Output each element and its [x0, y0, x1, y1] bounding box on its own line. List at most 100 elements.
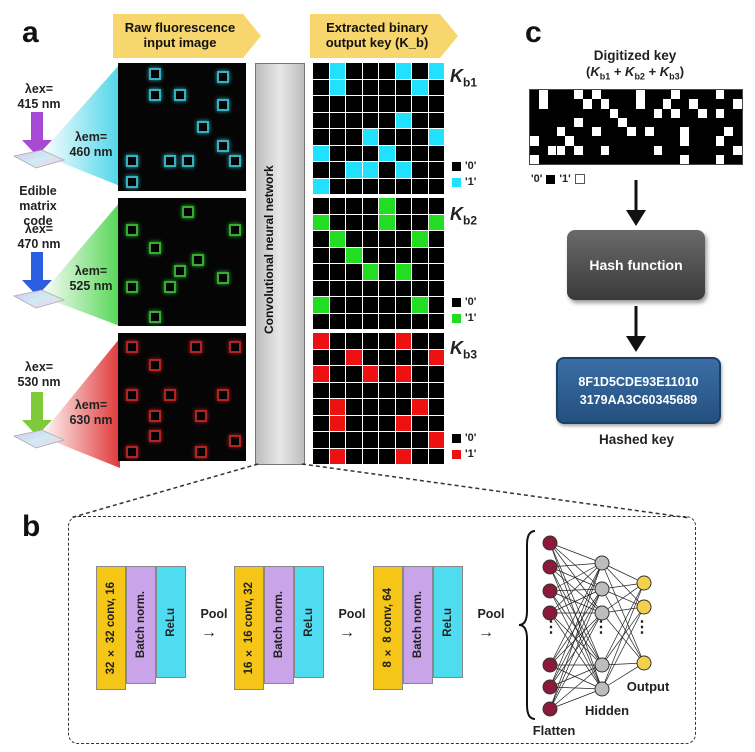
key-cell: [394, 332, 412, 350]
hash-function-box: Hash function: [567, 230, 705, 300]
key-cell: [361, 144, 379, 162]
network-edge: [549, 562, 603, 614]
key-cell: [411, 312, 429, 330]
hidden-node: [594, 581, 610, 597]
network-edge: [549, 612, 603, 710]
key-cell: [312, 246, 330, 264]
fluorescence-image-2: [118, 198, 246, 326]
digitized-bit: [591, 90, 601, 100]
key-cell: [312, 213, 330, 231]
key-cell: [328, 78, 346, 96]
fluorescent-dot: [148, 241, 161, 254]
digitized-bit: [574, 90, 583, 100]
key-cell: [345, 414, 363, 432]
network-edge: [549, 542, 603, 590]
key-cell: [328, 263, 346, 281]
network-edge: [601, 562, 645, 608]
key-cell: [312, 279, 330, 297]
key-cell: [427, 128, 445, 146]
key-cell: [345, 296, 363, 314]
network-edge: [549, 686, 603, 690]
key-cell: [328, 332, 346, 350]
key-cell: [312, 128, 330, 146]
relu-layer: ReLu: [294, 566, 324, 678]
key-cell: [312, 348, 330, 366]
hash-value-line-2: 3179AA3C60345689: [579, 392, 698, 407]
conv-layer-label: 8 × 8 conv, 64: [382, 588, 394, 668]
cnn-label: Convolutional neural network: [262, 165, 276, 335]
flatten-node: [542, 605, 558, 621]
key-cell: [378, 431, 396, 449]
fluorescent-dot: [229, 223, 242, 236]
key-cell: [345, 279, 363, 297]
key-cell: [394, 161, 412, 179]
key-cell: [427, 279, 445, 297]
network-edge: [549, 588, 603, 614]
hidden-node: [594, 555, 610, 571]
key-cell: [328, 431, 346, 449]
network-edge: [549, 612, 603, 690]
network-edge: [549, 542, 603, 666]
key-cell: [328, 62, 346, 80]
key-cell: [411, 213, 429, 231]
key-cell: [411, 332, 429, 350]
digitized-bit: [724, 127, 734, 137]
legend-swatch-green: [452, 313, 461, 323]
key-cell: [361, 296, 379, 314]
fluorescent-dot: [164, 155, 177, 168]
key-cell: [345, 348, 363, 366]
key-cell: [394, 365, 412, 383]
key-cell: [394, 111, 412, 129]
conv-layer: 8 × 8 conv, 64: [373, 566, 403, 690]
network-edge: [601, 606, 645, 690]
key-cell: [345, 230, 363, 248]
digitized-bit: [733, 99, 742, 109]
key-cell: [411, 161, 429, 179]
relu-layer: ReLu: [433, 566, 463, 678]
key-cell: [328, 177, 346, 195]
fluorescent-dot: [125, 223, 138, 236]
network-edge: [549, 562, 603, 710]
key-cell: [394, 348, 412, 366]
key-cell: [361, 398, 379, 416]
digitized-bit: [733, 145, 742, 155]
digitized-bit: [574, 145, 583, 155]
flatten-node: [542, 679, 558, 695]
key-cell: [394, 414, 412, 432]
key-cell: [328, 365, 346, 383]
key-cell: [378, 177, 396, 195]
digitized-legend: '0' '1': [531, 173, 585, 185]
key-cell: [312, 144, 330, 162]
digitized-bit: [636, 90, 645, 100]
digitized-bit: [556, 145, 566, 155]
key-cell: [328, 161, 346, 179]
key-cell: [361, 62, 379, 80]
network-edge: [601, 562, 645, 584]
key-cell: [361, 365, 379, 383]
key-cell: [361, 128, 379, 146]
key-cell: [427, 447, 445, 465]
legend-one: '1': [452, 176, 476, 188]
digitized-bit: [680, 154, 689, 164]
arrow-down-icon: [626, 180, 646, 226]
key-cell: [345, 381, 363, 399]
network-edge: [601, 612, 645, 664]
header-banner-left: [113, 14, 261, 58]
digitized-bit: [565, 136, 575, 146]
header-banner-right: [310, 14, 458, 58]
fluorescent-dot: [174, 88, 187, 101]
batch-norm-layer-label: Batch norm.: [273, 591, 285, 659]
key-label-kb3: Kb3: [450, 338, 478, 362]
network-edge: [549, 612, 603, 688]
network-edge: [549, 562, 603, 592]
key-cell: [378, 246, 396, 264]
key-cell: [345, 312, 363, 330]
key-cell: [427, 95, 445, 113]
key-cell: [427, 398, 445, 416]
key-cell: [378, 332, 396, 350]
key-cell: [378, 230, 396, 248]
hash-value-line-1: 8F1D5CDE93E11010: [578, 374, 699, 389]
arrow-right-icon: →: [339, 624, 355, 641]
key-cell: [328, 381, 346, 399]
key-cell: [394, 78, 412, 96]
